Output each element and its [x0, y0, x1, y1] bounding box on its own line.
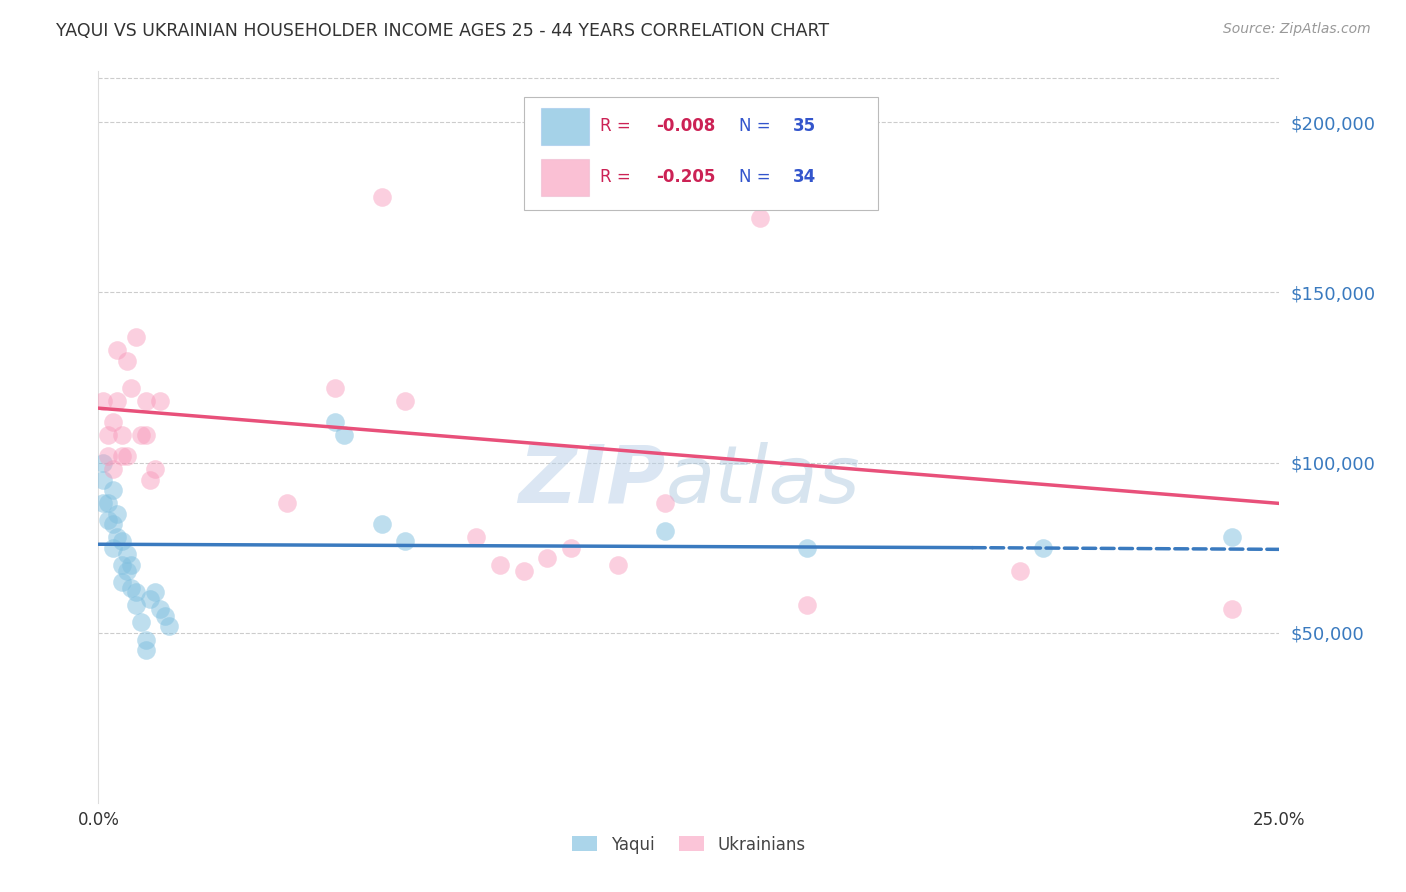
Point: [101, 516, 124, 531]
FancyBboxPatch shape: [541, 159, 589, 195]
FancyBboxPatch shape: [541, 108, 589, 145]
Point: [129, 428, 152, 442]
Point: [748, 211, 770, 225]
Point: [135, 428, 157, 442]
Point: [111, 428, 134, 442]
Point: [111, 558, 134, 572]
Point: [111, 533, 134, 548]
Point: [111, 449, 134, 463]
Point: [1220, 602, 1243, 616]
Point: [105, 507, 128, 521]
Point: [796, 599, 818, 613]
Point: [105, 531, 128, 545]
Point: [654, 524, 676, 538]
Point: [121, 381, 143, 395]
Point: [512, 565, 534, 579]
Point: [115, 353, 138, 368]
Point: [143, 462, 166, 476]
Point: [536, 550, 558, 565]
Point: [394, 533, 416, 548]
Point: [371, 516, 394, 531]
Point: [139, 473, 162, 487]
Text: N =: N =: [738, 117, 776, 136]
Point: [371, 190, 394, 204]
Point: [101, 483, 124, 497]
Text: ZIP: ZIP: [517, 442, 665, 520]
Point: [135, 632, 157, 647]
Point: [135, 642, 157, 657]
Point: [105, 343, 128, 358]
Text: 34: 34: [793, 169, 815, 186]
Point: [105, 394, 128, 409]
Text: 35: 35: [793, 117, 815, 136]
Text: YAQUI VS UKRAINIAN HOUSEHOLDER INCOME AGES 25 - 44 YEARS CORRELATION CHART: YAQUI VS UKRAINIAN HOUSEHOLDER INCOME AG…: [56, 22, 830, 40]
FancyBboxPatch shape: [523, 97, 877, 211]
Legend: Yaqui, Ukrainians: Yaqui, Ukrainians: [565, 829, 813, 860]
Point: [101, 462, 124, 476]
Point: [1032, 541, 1054, 555]
Point: [654, 496, 676, 510]
Point: [97, 428, 120, 442]
Point: [1220, 531, 1243, 545]
Point: [129, 615, 152, 630]
Point: [1008, 565, 1031, 579]
Point: [139, 591, 162, 606]
Point: [91, 456, 114, 470]
Text: -0.205: -0.205: [655, 169, 716, 186]
Point: [125, 599, 148, 613]
Point: [101, 415, 124, 429]
Point: [276, 496, 298, 510]
Point: [135, 394, 157, 409]
Point: [560, 541, 582, 555]
Point: [97, 496, 120, 510]
Text: atlas: atlas: [665, 442, 860, 520]
Point: [125, 585, 148, 599]
Point: [121, 582, 143, 596]
Point: [111, 574, 134, 589]
Point: [153, 608, 176, 623]
Point: [143, 585, 166, 599]
Text: R =: R =: [600, 117, 637, 136]
Point: [333, 428, 356, 442]
Text: -0.008: -0.008: [655, 117, 716, 136]
Point: [157, 619, 180, 633]
Point: [115, 449, 138, 463]
Point: [91, 496, 114, 510]
Text: N =: N =: [738, 169, 776, 186]
Point: [607, 558, 630, 572]
Text: R =: R =: [600, 169, 637, 186]
Point: [115, 548, 138, 562]
Point: [115, 565, 138, 579]
Point: [121, 558, 143, 572]
Text: Source: ZipAtlas.com: Source: ZipAtlas.com: [1223, 22, 1371, 37]
Point: [323, 381, 346, 395]
Point: [149, 602, 172, 616]
Point: [125, 329, 148, 343]
Point: [796, 541, 818, 555]
Point: [91, 394, 114, 409]
Point: [323, 415, 346, 429]
Point: [91, 473, 114, 487]
Point: [97, 449, 120, 463]
Point: [394, 394, 416, 409]
Point: [489, 558, 512, 572]
Point: [149, 394, 172, 409]
Point: [465, 531, 488, 545]
Point: [101, 541, 124, 555]
Point: [97, 513, 120, 527]
